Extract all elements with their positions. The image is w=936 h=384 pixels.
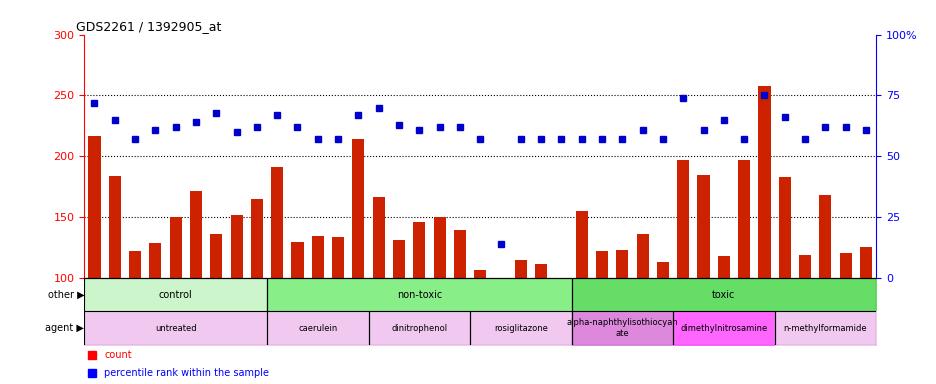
Bar [778,177,790,384]
Bar [514,260,526,384]
Bar [88,136,100,384]
Bar [677,160,689,384]
Bar [859,247,871,384]
Bar [109,176,121,384]
Bar [818,195,830,384]
Bar [798,255,811,384]
Bar [210,234,222,384]
Text: alpha-naphthylisothiocyan
ate: alpha-naphthylisothiocyan ate [566,318,678,338]
Bar [373,197,385,384]
Bar [190,190,202,384]
Text: toxic: toxic [711,290,735,300]
Bar [271,167,283,384]
Bar [251,199,263,384]
Bar [453,230,465,384]
Bar [636,234,648,384]
Bar [433,217,446,384]
Text: GDS2261 / 1392905_at: GDS2261 / 1392905_at [77,20,222,33]
Text: dimethylnitrosamine: dimethylnitrosamine [680,324,767,333]
Bar [129,252,141,384]
Bar [169,217,182,384]
Text: percentile rank within the sample: percentile rank within the sample [104,368,269,378]
Text: agent ▶: agent ▶ [46,323,84,333]
Bar [352,139,364,384]
Bar [575,211,587,384]
Bar [149,243,161,384]
Bar [656,262,668,384]
Text: count: count [104,350,132,360]
Text: dinitrophenol: dinitrophenol [391,324,446,333]
Text: n-methylformamide: n-methylformamide [782,324,866,333]
Bar [595,252,607,384]
Bar [230,215,242,384]
Bar [696,175,709,384]
Bar [757,86,769,384]
Bar [474,270,486,384]
Bar [534,264,547,384]
Text: other ▶: other ▶ [48,290,84,300]
Bar [392,240,404,384]
Bar [839,253,851,384]
Text: control: control [158,290,193,300]
Text: rosiglitazone: rosiglitazone [493,324,548,333]
Bar [717,257,729,384]
Bar [312,236,324,384]
Bar [413,222,425,384]
Bar [331,237,344,384]
Bar [738,160,750,384]
Text: untreated: untreated [154,324,197,333]
Text: caerulein: caerulein [298,324,337,333]
Bar [291,242,303,384]
Bar [616,250,628,384]
Text: non-toxic: non-toxic [396,290,442,300]
